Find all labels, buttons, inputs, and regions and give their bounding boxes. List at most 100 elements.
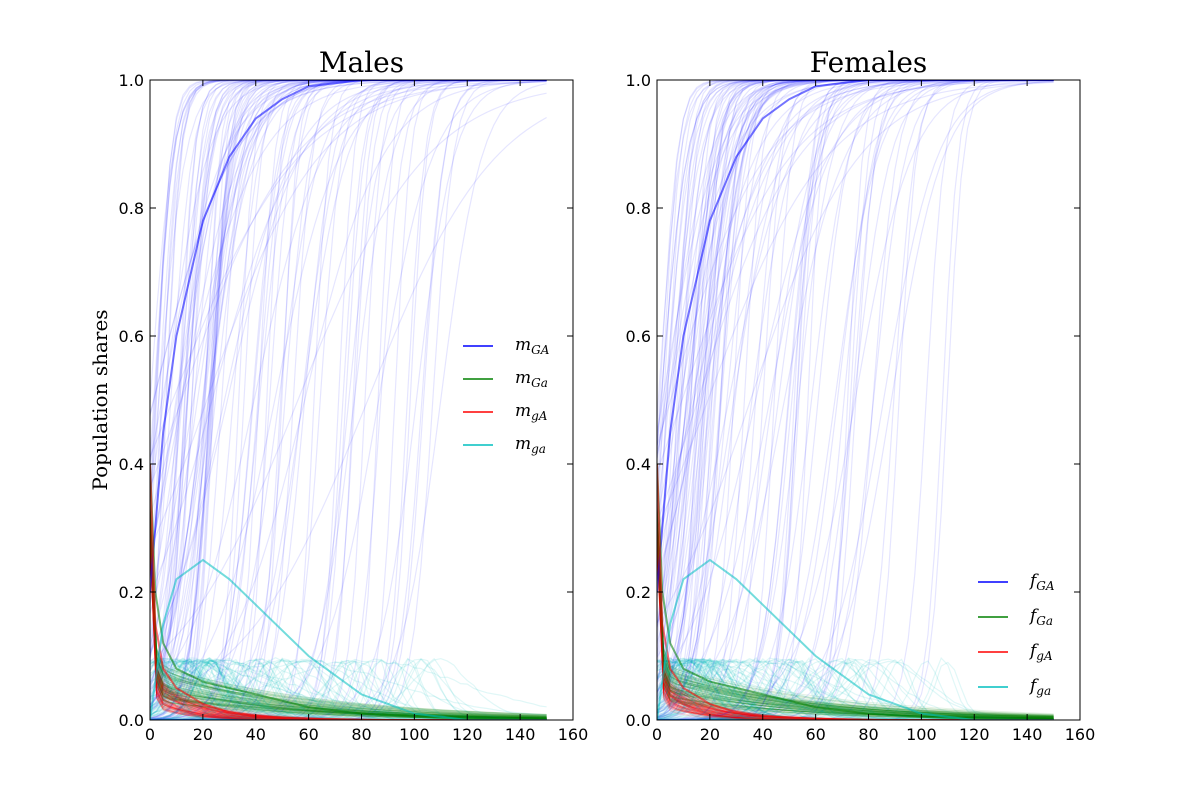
trajectory-line [150,521,547,720]
trajectory-line [150,503,547,719]
trajectory-line [657,81,1054,624]
trajectory-line [657,535,1054,719]
trajectory-line [150,80,547,641]
trajectory-line [657,659,1054,720]
trajectory-line [657,660,1054,720]
trajectory-line [150,540,547,720]
x-tick-label: 20 [193,725,213,744]
trajectory-line [150,80,547,712]
trajectory-line [150,539,547,720]
trajectory-line [150,502,547,716]
trajectory-line [657,657,1054,720]
trajectory-line [657,660,1054,720]
trajectory-line [150,660,547,720]
trajectory-line [657,80,1054,720]
trajectory-line [657,518,1054,716]
plot-area [150,80,547,720]
trajectory-line [150,503,547,719]
x-tick-label: 20 [700,725,720,744]
trajectory-line [150,530,547,720]
trajectory-line [150,657,547,720]
legend-label: fgA [1028,641,1053,663]
trajectory-line [657,80,1054,719]
trajectory-line [150,660,547,720]
trajectory-line [150,521,547,720]
trajectory-line [150,80,547,606]
trajectory-line [150,658,547,720]
trajectory-line [150,504,547,717]
trajectory-line [657,80,1054,568]
trajectory-line [150,503,547,716]
trajectory-line [150,657,547,720]
trajectory-line [657,80,1054,720]
trajectory-line [150,515,547,716]
trajectory-line [657,530,1054,720]
chart-title: Females [810,46,928,79]
trajectory-line [150,535,547,719]
trajectory-line [150,513,547,717]
trajectory-line [150,660,547,720]
trajectory-line [657,658,1054,720]
trajectory-line [150,502,547,715]
trajectory-line [657,534,1054,720]
trajectory-line [150,661,547,720]
trajectory-line [150,80,547,477]
trajectory-line [150,533,547,720]
trajectory-line [657,659,1054,720]
trajectory-line [150,80,547,720]
trajectory-bundle [657,80,1054,720]
x-tick-label: 80 [351,725,371,744]
trajectory-line [150,532,547,719]
x-tick-label: 120 [959,725,990,744]
trajectory-line [657,656,1054,720]
trajectory-line [657,659,1054,720]
trajectory-line [150,80,547,720]
trajectory-line [150,658,547,720]
trajectory-line [657,535,1054,719]
trajectory-line [657,657,1054,720]
trajectory-line [657,80,1054,714]
trajectory-line [150,536,547,720]
trajectory-line [657,527,1054,718]
trajectory-line [150,80,547,720]
trajectory-line [657,517,1054,720]
trajectory-line [150,80,547,709]
trajectory-line [150,509,547,718]
trajectory-line [657,80,1054,718]
trajectory-line [150,540,547,720]
trajectory-line [150,509,547,720]
trajectory-line [657,510,1054,720]
trajectory-line [150,511,547,717]
series-line-fGA [657,80,1054,593]
trajectory-line [150,80,547,550]
trajectory-line [657,530,1054,720]
trajectory-line [657,80,1054,720]
trajectory-line [657,80,1054,720]
trajectory-line [150,80,547,596]
trajectory-line [150,515,547,717]
trajectory-line [657,80,1054,720]
trajectory-line [657,524,1054,717]
trajectory-line [150,529,547,720]
trajectory-line [150,536,547,719]
trajectory-line [150,80,547,720]
trajectory-line [150,80,547,720]
trajectory-line [657,523,1054,720]
trajectory-line [150,523,547,717]
trajectory-line [657,80,1054,720]
trajectory-line [657,657,1054,720]
x-tick-label: 80 [858,725,878,744]
trajectory-line [657,658,1054,720]
legend-label-base: m [515,335,531,355]
trajectory-line [150,660,547,720]
trajectory-line [657,511,1054,717]
trajectory-line [657,661,1054,720]
trajectory-line [150,659,547,720]
trajectory-line [150,662,547,720]
chart-panel-females: 0 20 40 60 80 100 120 140 160 0.0 0.2 0.4 0.6 0.8 1.0 F… [626,46,1096,744]
trajectory-line [657,537,1054,720]
trajectory-line [657,80,1054,717]
trajectory-line [150,514,547,719]
y-tick-label: 0.4 [626,455,651,474]
